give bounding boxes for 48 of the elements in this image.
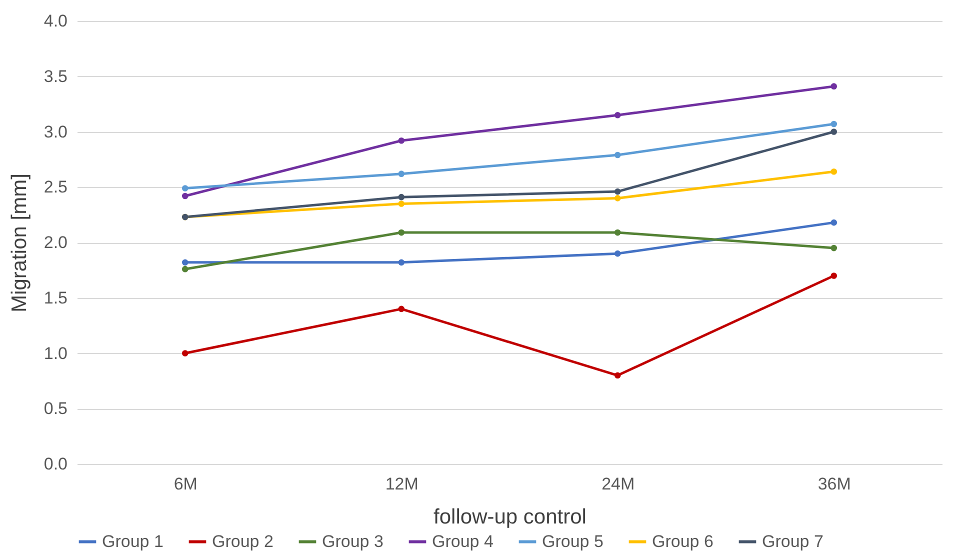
point [614,188,621,195]
x-tick-label: 24M [602,474,635,494]
point [830,120,838,128]
point [398,194,405,200]
legend-label: Group 1 [102,532,164,551]
point [398,306,405,312]
point [398,229,405,236]
y-tick-label: 2.0 [44,233,68,252]
point [830,168,838,175]
point [182,259,188,266]
legend-label: Group 4 [432,532,494,551]
legend-label: Group 3 [322,532,384,551]
point [398,259,405,266]
y-tick-label: 1.5 [44,288,68,308]
point [830,128,838,135]
point [182,350,188,356]
point [398,137,405,144]
point [830,272,838,279]
y-tick-label: 2.5 [44,178,68,197]
y-tick-label: 3.0 [44,122,68,142]
point [614,250,621,257]
point [830,244,838,252]
y-tick-label: 1.0 [44,344,68,363]
point [614,152,621,158]
legend-label: Group 7 [762,532,824,551]
point [182,192,188,200]
point [830,83,838,90]
point [614,195,621,202]
point [830,219,838,226]
point [614,112,621,118]
point [182,266,188,272]
x-tick-label: 36M [818,474,851,494]
point [614,229,621,236]
y-axis-title: Migration [mm] [8,174,31,312]
x-axis-title: follow-up control [434,506,586,528]
point [614,372,621,379]
y-tick-label: 4.0 [44,12,68,30]
point [398,170,405,177]
x-tick-label: 6M [174,474,198,494]
y-tick-label: 0.0 [44,454,68,474]
point [182,185,188,192]
y-tick-label: 3.5 [44,66,68,86]
y-tick-label: 0.5 [44,399,68,418]
legend-label: Group 6 [652,532,714,551]
point [398,200,405,207]
legend-label: Group 2 [212,532,274,551]
legend-label: Group 5 [542,532,604,551]
x-tick-label: 12M [385,474,418,494]
